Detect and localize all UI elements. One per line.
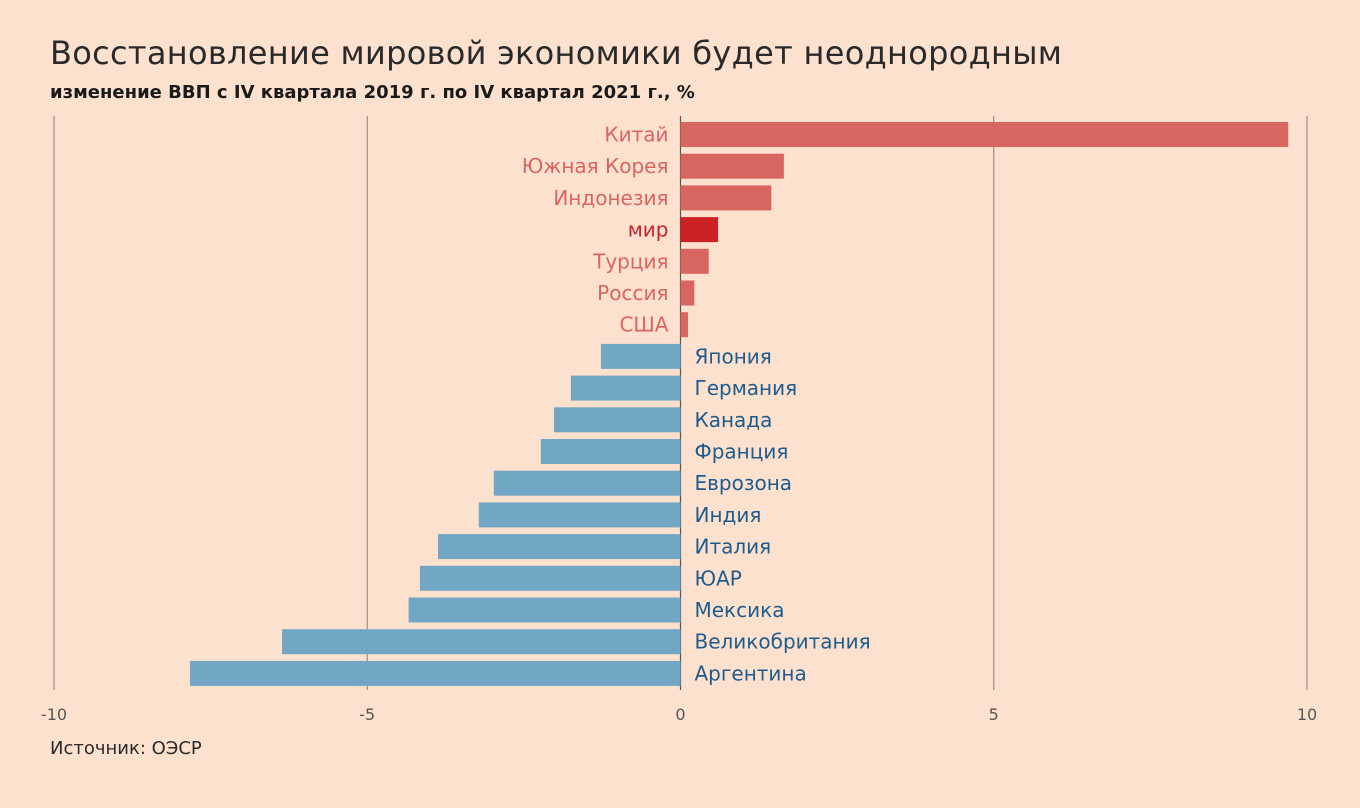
category-label: Южная Корея — [522, 154, 669, 178]
category-label: Китай — [604, 123, 668, 147]
category-label: Франция — [695, 440, 789, 464]
chart-subtitle: изменение ВВП с IV квартала 2019 г. по I… — [50, 82, 695, 103]
bar — [680, 122, 1289, 147]
bar — [408, 597, 681, 623]
category-label: Аргентина — [695, 661, 807, 685]
category-label: Индия — [695, 503, 762, 527]
bar — [282, 629, 681, 655]
bar — [570, 375, 681, 401]
x-tick-label: 0 — [675, 705, 685, 724]
bar — [680, 185, 772, 211]
category-label: ЮАР — [695, 566, 742, 590]
x-tick-label: 10 — [1297, 705, 1317, 724]
bar — [600, 343, 681, 369]
bar — [438, 534, 681, 560]
bar — [493, 470, 681, 496]
category-label: Италия — [695, 535, 772, 559]
bar — [553, 407, 681, 433]
category-label: Германия — [695, 376, 798, 400]
chart-title: Восстановление мировой экономики будет н… — [50, 34, 1063, 72]
category-label: Россия — [597, 281, 668, 305]
x-tick-label: -5 — [359, 705, 375, 724]
bar — [680, 217, 719, 243]
bar — [680, 248, 709, 274]
category-label: Япония — [695, 344, 772, 368]
category-label: Еврозона — [695, 471, 793, 495]
x-tick-label: -10 — [41, 705, 67, 724]
bar — [680, 280, 695, 306]
category-label: США — [619, 313, 668, 337]
category-label: мир — [628, 218, 669, 242]
x-tick-label: 5 — [989, 705, 999, 724]
source-note: Источник: ОЭСР — [50, 738, 202, 759]
bar — [419, 565, 681, 591]
bar — [478, 502, 681, 528]
bar — [540, 439, 681, 464]
category-label: Мексика — [695, 598, 785, 622]
bar — [680, 312, 689, 338]
category-label: Великобритания — [695, 630, 871, 654]
category-label: Индонезия — [553, 186, 668, 210]
bar — [680, 153, 784, 179]
category-label: Турция — [592, 249, 668, 273]
bar — [189, 660, 681, 686]
category-label: Канада — [695, 408, 773, 432]
